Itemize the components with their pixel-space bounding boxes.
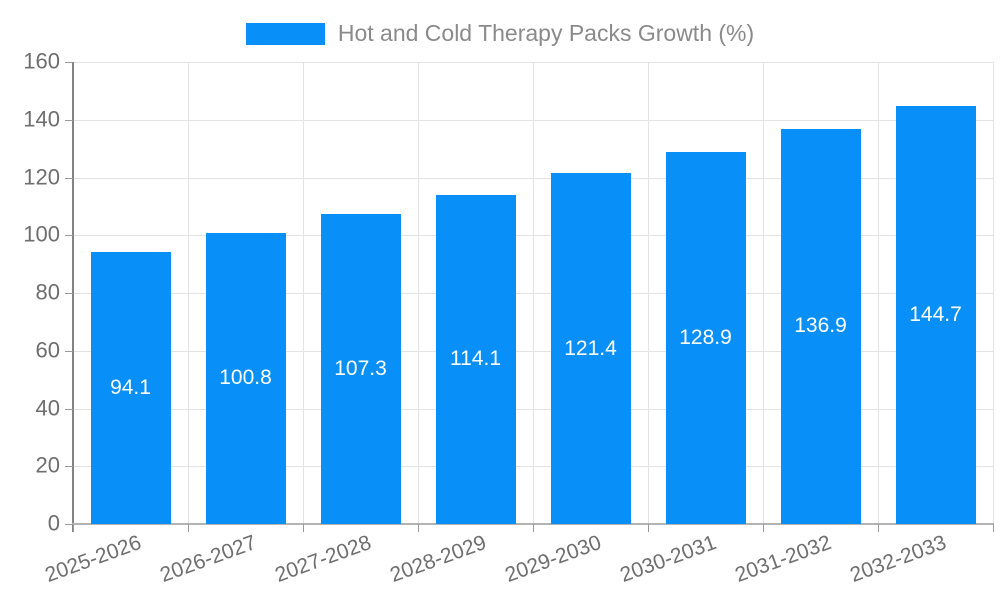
y-axis-tick [65, 177, 73, 179]
bar-value-label: 128.9 [679, 325, 732, 349]
x-axis-label: 2029-2030 [502, 531, 605, 587]
bar-value-label: 121.4 [564, 336, 617, 360]
bar [205, 232, 286, 524]
bar [780, 128, 861, 524]
x-axis-tick [533, 524, 534, 532]
y-axis-label: 120 [23, 163, 60, 189]
y-axis-tick [65, 293, 73, 294]
plot-area: 94.1 100.8 107.3 114.1 121.4 128.9 136.9 144.7 [72, 62, 994, 532]
y-axis-tick [65, 466, 73, 468]
bar [550, 173, 631, 524]
bar-value-label: 94.1 [110, 376, 151, 400]
y-axis-tick [65, 524, 73, 525]
y-axis-tick [65, 62, 73, 63]
bar-value-label: 136.9 [794, 314, 847, 338]
x-axis-label: 2025-2026 [42, 531, 145, 587]
bar [90, 252, 171, 524]
legend-swatch[interactable] [245, 22, 325, 45]
y-axis-line [72, 62, 74, 532]
bar [895, 106, 976, 524]
x-axis-tick [188, 524, 189, 532]
x-axis-tick [993, 524, 994, 532]
gridline-vertical [878, 62, 879, 524]
gridline-vertical [993, 62, 994, 524]
x-axis-tick [73, 524, 74, 532]
bar-value-label: 100.8 [219, 366, 272, 390]
x-axis-label: 2027-2028 [272, 531, 375, 587]
x-axis-tick [763, 524, 764, 532]
x-axis-label: 2030-2031 [617, 531, 720, 587]
y-axis-label: 100 [23, 221, 60, 247]
x-axis-label: 2026-2027 [157, 531, 260, 587]
y-axis-label: 80 [35, 279, 60, 305]
legend[interactable]: Hot and Cold Therapy Packs Growth (%) [0, 20, 1000, 47]
x-axis-tick [878, 524, 879, 532]
legend-label[interactable]: Hot and Cold Therapy Packs Growth (%) [337, 20, 755, 46]
gridline-vertical [188, 62, 189, 524]
x-axis-label: 2032-2033 [847, 531, 950, 587]
bar-value-label: 114.1 [450, 347, 501, 371]
y-axis-label: 40 [35, 394, 60, 420]
bar-value-label: 107.3 [334, 357, 387, 381]
y-axis-label: 0 [47, 510, 60, 536]
bar-value-label: 144.7 [909, 303, 962, 327]
bar [665, 151, 746, 524]
gridline-vertical [418, 62, 419, 524]
y-axis-label: 160 [23, 48, 60, 74]
y-axis-label: 20 [35, 452, 60, 478]
y-axis-label: 140 [23, 106, 60, 132]
gridline-vertical [648, 62, 649, 524]
y-axis-label: 60 [35, 337, 60, 363]
y-axis-tick [65, 235, 73, 237]
y-axis-tick [65, 350, 73, 352]
gridline-vertical [763, 62, 764, 524]
bar [435, 194, 516, 524]
x-axis-tick [303, 524, 304, 532]
x-axis-tick [648, 524, 649, 532]
gridline-vertical [533, 62, 534, 524]
x-axis-tick [418, 524, 419, 532]
x-axis-label: 2031-2032 [732, 531, 835, 587]
bar [320, 214, 401, 524]
x-axis-label: 2028-2029 [387, 531, 490, 587]
y-axis-tick [65, 119, 73, 121]
y-axis-tick [65, 408, 73, 410]
gridline-vertical [303, 62, 304, 524]
